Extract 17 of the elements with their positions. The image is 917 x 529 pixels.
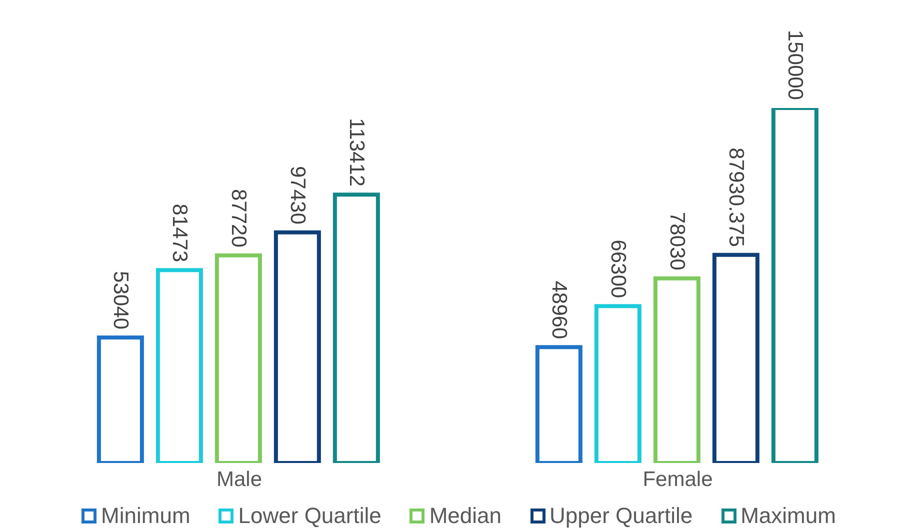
- data-label: 113412: [344, 118, 368, 187]
- legend-label: Minimum: [100, 503, 190, 529]
- data-label: 81473: [168, 204, 191, 262]
- x-tick-label: Female: [642, 468, 713, 491]
- legend-label: Upper Quartile: [548, 503, 693, 529]
- data-label: 150000: [783, 30, 806, 100]
- data-label: 97430: [286, 166, 309, 224]
- data-label: 87720: [226, 188, 250, 248]
- legend-label: Lower Quartile: [237, 503, 382, 529]
- data-label: 53040: [108, 271, 132, 330]
- legend-label: Maximum: [740, 503, 836, 529]
- data-label: 66300: [606, 240, 630, 298]
- data-label: 87930.375: [724, 148, 748, 247]
- legend-label: Median: [428, 503, 502, 529]
- data-label: 48960: [547, 280, 570, 340]
- x-tick-label: Male: [216, 468, 262, 491]
- data-label: 78030: [665, 212, 688, 270]
